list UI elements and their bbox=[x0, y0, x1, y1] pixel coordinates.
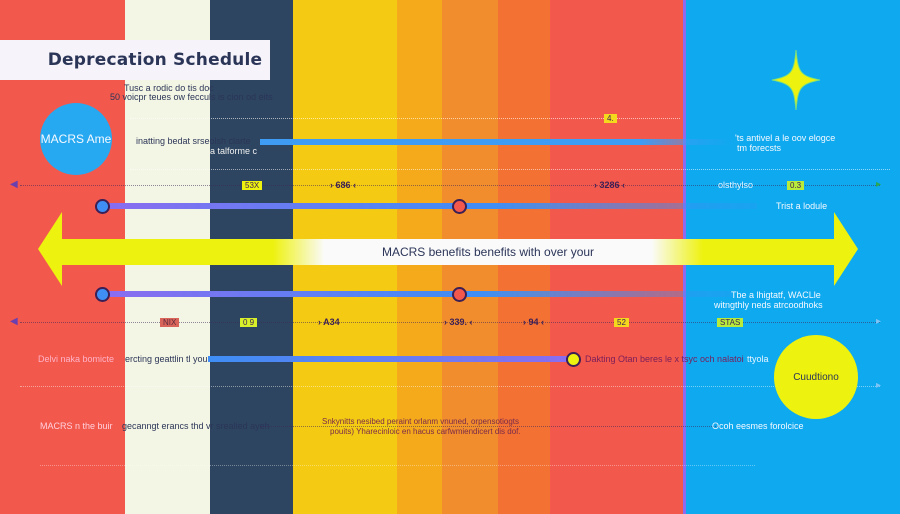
row6-progress-bar bbox=[208, 356, 574, 362]
row1-left-text-line-1: inatting bedat srseolsh clarte bbox=[136, 136, 251, 146]
row2-tag-left: 53X bbox=[242, 181, 263, 190]
row1-right-text-line-1: 'ts antivel a le oov elogce bbox=[735, 133, 836, 143]
row2-tag-right: 0.3 bbox=[787, 181, 805, 190]
cuudtiono-circle: Cuudtiono bbox=[774, 335, 858, 419]
row5-right-arrow-icon: ▸ bbox=[876, 316, 882, 327]
four-point-star-icon bbox=[771, 50, 821, 110]
row5-tag-2: 0 9 bbox=[240, 318, 258, 327]
banner-left-arrowhead bbox=[38, 212, 62, 286]
row1-right-text-line-2: tm forecsts bbox=[737, 143, 782, 153]
title-box: Deprecation Schedule bbox=[0, 40, 270, 80]
row6-right-text-a: Dakting Otan beres le x tsyc och nalatoi bbox=[585, 354, 744, 364]
row4-right-text-line-2: witngthly neds atrcoodhoks bbox=[714, 300, 823, 310]
banner-center: MACRS benefits benefits with over your bbox=[273, 239, 703, 265]
row1-progress-bar bbox=[260, 139, 735, 145]
row6-right-text-b: ttyola bbox=[747, 354, 769, 364]
row2-axis bbox=[20, 185, 880, 186]
subtitle-line-2: 50 voicpr teues ow fecculs is cion od ei… bbox=[110, 92, 273, 102]
row7-mid-text-line-2: pouits) Yharecinloic en hacus carfwmiend… bbox=[330, 427, 521, 436]
cuudtiono-circle-label: Cuudtiono bbox=[793, 371, 839, 383]
row6-left-text-a: Delvi naka bomicte bbox=[38, 354, 115, 364]
banner-right-arrowhead bbox=[834, 212, 858, 286]
row2-left-arrow-icon: ◀ bbox=[10, 179, 18, 190]
row2-right-label: olsthylso bbox=[718, 180, 754, 190]
row5-marker-5-value: 94 bbox=[528, 317, 539, 327]
row7-mid-text-line-1: Snkynitts nesibed peraint orlanm vnuned,… bbox=[322, 417, 520, 426]
row5-tag-6: 52 bbox=[614, 318, 629, 327]
row6-left-text-b: ercting geattlin tl you bbox=[125, 354, 208, 364]
row7-guide bbox=[260, 426, 720, 427]
row1-guide-bottom bbox=[130, 169, 890, 170]
row5-marker-3: › A34 bbox=[318, 317, 340, 327]
row1-value-tag: 4. bbox=[604, 114, 617, 123]
row6-right-arrow-icon: ▸ bbox=[876, 380, 882, 391]
macrs-circle: MACRS Ame bbox=[40, 103, 112, 175]
row5-marker-3-value: A34 bbox=[323, 317, 340, 327]
row1-left-text-line-2: a talforme c bbox=[210, 146, 258, 156]
page-title: Deprecation Schedule bbox=[47, 50, 263, 70]
row4-right-text-line-1: Tbe a lhigtatf, WACLle bbox=[731, 290, 821, 300]
banner-text: MACRS benefits benefits with over your bbox=[381, 245, 595, 259]
row3-start-node[interactable] bbox=[95, 199, 110, 214]
row6-guide bbox=[20, 386, 880, 387]
row6-end-node[interactable] bbox=[566, 352, 581, 367]
row4-mid-node[interactable] bbox=[452, 287, 467, 302]
row2-marker-right: › 3286 ‹ bbox=[594, 180, 626, 190]
row3-progress-bar bbox=[102, 203, 757, 209]
row3-mid-node[interactable] bbox=[452, 199, 467, 214]
row5-marker-5: › 94 ‹ bbox=[523, 317, 545, 327]
row2-marker-mid-value: 686 bbox=[335, 180, 351, 190]
row5-tag-7: STAS bbox=[717, 318, 744, 327]
banner-double-arrow: MACRS benefits benefits with over your bbox=[38, 212, 858, 286]
row2-marker-mid: › 686 ‹ bbox=[330, 180, 357, 190]
subtitle-line-1: Tusc a rodic do tis doc bbox=[124, 83, 214, 93]
row7-left-text-b: gecanngt erancs thd vr srealied ayeh bbox=[122, 421, 270, 431]
row5-marker-4-value: 339. bbox=[449, 317, 468, 327]
row5-axis bbox=[20, 322, 880, 323]
row7-right-text: Ocoh eesmes forolcice bbox=[712, 421, 804, 431]
row7-left-text-a: MACRS n the buir bbox=[40, 421, 113, 431]
macrs-circle-label: MACRS Ame bbox=[40, 132, 112, 146]
row2-marker-right-value: 3286 bbox=[599, 180, 620, 190]
row4-start-node[interactable] bbox=[95, 287, 110, 302]
row4-progress-bar bbox=[102, 291, 732, 297]
bottom-guide bbox=[40, 465, 755, 466]
row5-left-arrow-icon: ◀ bbox=[10, 316, 18, 327]
row1-guide-top bbox=[130, 118, 680, 119]
row3-right-text: Trist a lodule bbox=[776, 201, 828, 211]
row5-marker-4: › 339. ‹ bbox=[444, 317, 473, 327]
row5-tag-1: NIX bbox=[160, 318, 180, 327]
row2-right-arrow-icon: ▸ bbox=[876, 179, 882, 190]
